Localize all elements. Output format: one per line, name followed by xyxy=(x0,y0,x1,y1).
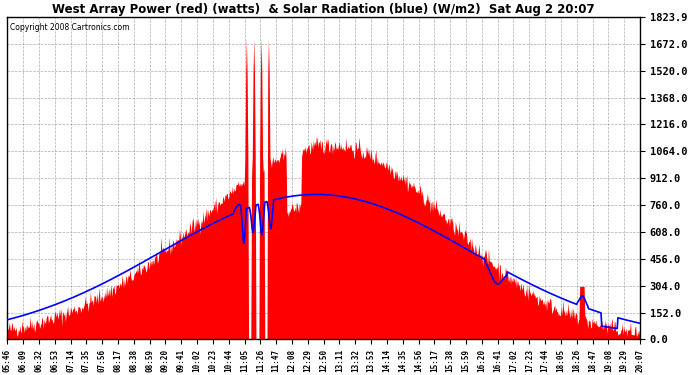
Title: West Array Power (red) (watts)  & Solar Radiation (blue) (W/m2)  Sat Aug 2 20:07: West Array Power (red) (watts) & Solar R… xyxy=(52,3,595,16)
Text: Copyright 2008 Cartronics.com: Copyright 2008 Cartronics.com xyxy=(10,23,130,32)
